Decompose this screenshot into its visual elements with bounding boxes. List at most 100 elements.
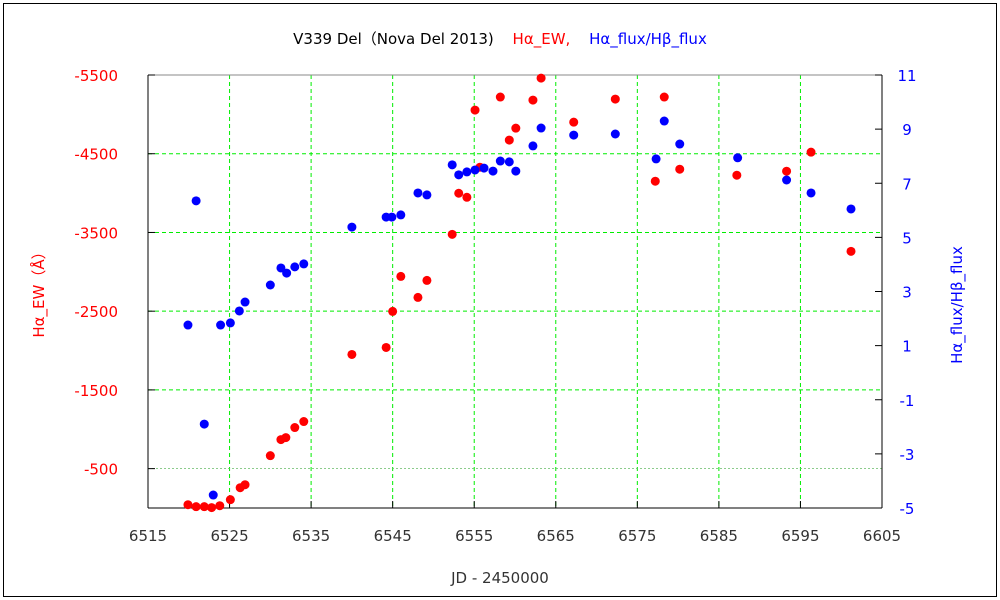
flux-ratio-point xyxy=(276,263,286,273)
flux-ratio-point xyxy=(396,210,406,220)
flux-ratio-point xyxy=(191,196,201,206)
x-tick-label: 6535 xyxy=(292,527,330,545)
ew-point xyxy=(846,246,856,256)
y-right-tick-label: -1 xyxy=(900,392,915,410)
ew-point xyxy=(659,92,669,102)
ew-point xyxy=(281,433,291,443)
x-tick-label: 6545 xyxy=(374,527,412,545)
y-left-tick-label: -1500 xyxy=(74,382,118,400)
ew-point xyxy=(732,170,742,180)
flux-ratio-point xyxy=(454,170,464,180)
flux-ratio-point xyxy=(216,320,226,330)
x-tick-label: 6565 xyxy=(537,527,575,545)
ew-point xyxy=(225,495,235,505)
y-right-axis-label: Hα_flux/Hβ_flux xyxy=(948,246,967,364)
flux-ratio-point xyxy=(347,222,357,232)
flux-ratio-point xyxy=(225,318,235,328)
flux-ratio-point xyxy=(199,419,209,429)
y-right-tick-label: 11 xyxy=(897,67,916,85)
flux-ratio-point xyxy=(511,166,521,176)
flux-ratio-point xyxy=(479,163,489,173)
ew-point xyxy=(215,501,225,511)
flux-ratio-point xyxy=(610,129,620,139)
y-left-axis-label: Hα_EW（Å） xyxy=(29,244,49,337)
ew-point xyxy=(207,503,217,513)
flux-ratio-point xyxy=(569,130,579,140)
ew-point xyxy=(388,306,398,316)
flux-ratio-point xyxy=(447,160,457,170)
y-right-tick-label: 7 xyxy=(902,175,912,193)
flux-ratio-point xyxy=(651,154,661,164)
ew-point xyxy=(511,123,521,133)
title-ew: Hα_EW, xyxy=(513,30,571,49)
flux-ratio-point xyxy=(806,188,816,198)
y-right-tick-label: 1 xyxy=(902,338,912,356)
flux-ratio-point xyxy=(782,175,792,185)
ew-point xyxy=(240,480,250,490)
y-right-tick-label: 9 xyxy=(902,121,912,139)
ew-point xyxy=(528,95,538,105)
x-tick-label: 6575 xyxy=(618,527,656,545)
x-tick-label: 6525 xyxy=(210,527,248,545)
y-left-tick-label: -4500 xyxy=(74,146,118,164)
flux-ratio-point xyxy=(387,212,397,222)
ew-point xyxy=(299,417,309,427)
x-tick-label: 6515 xyxy=(129,527,167,545)
ew-point xyxy=(675,164,685,174)
flux-ratio-point xyxy=(495,156,505,166)
y-right-tick-label: 3 xyxy=(902,284,912,302)
flux-ratio-point xyxy=(422,190,432,200)
y-left-tick-label: -500 xyxy=(84,461,118,479)
ew-point xyxy=(422,275,432,285)
flux-ratio-point xyxy=(183,320,193,330)
x-tick-label: 6555 xyxy=(455,527,493,545)
ew-point xyxy=(381,342,391,352)
ew-point xyxy=(470,105,480,115)
x-tick-label: 6585 xyxy=(700,527,738,545)
flux-ratio-point xyxy=(234,306,244,316)
flux-ratio-point xyxy=(282,268,292,278)
y-left-tick-label: -3500 xyxy=(74,224,118,242)
ew-point xyxy=(290,423,300,433)
flux-ratio-point xyxy=(208,490,218,500)
y-left-tick-label: -2500 xyxy=(74,303,118,321)
ew-point xyxy=(191,502,201,512)
flux-ratio-point xyxy=(299,259,309,269)
frame xyxy=(3,3,997,597)
flux-ratio-point xyxy=(504,157,514,167)
y-right-tick-label: 5 xyxy=(902,229,912,247)
flux-ratio-point xyxy=(462,167,472,177)
ew-point xyxy=(454,188,464,198)
title-main: V339 Del（Nova Del 2013) xyxy=(293,30,494,48)
y-right-tick-label: -3 xyxy=(900,446,915,464)
flux-ratio-point xyxy=(488,166,498,176)
y-left-tick-label: -5500 xyxy=(74,67,118,85)
flux-ratio-point xyxy=(265,280,275,290)
flux-ratio-point xyxy=(675,139,685,149)
ew-point xyxy=(782,166,792,176)
ew-point xyxy=(462,192,472,202)
ew-point xyxy=(347,349,357,359)
ew-point xyxy=(495,92,505,102)
flux-ratio-point xyxy=(528,141,538,151)
flux-ratio-point xyxy=(733,153,743,163)
flux-ratio-point xyxy=(470,165,480,175)
ew-point xyxy=(265,451,275,461)
chart-title: V339 Del（Nova Del 2013) Hα_EW, Hα_flux/H… xyxy=(293,30,707,49)
flux-ratio-point xyxy=(846,204,856,214)
y-right-tick-label: -5 xyxy=(900,500,915,518)
flux-ratio-point xyxy=(413,188,423,198)
ew-point xyxy=(569,117,579,127)
flux-ratio-point xyxy=(536,123,546,133)
ew-point xyxy=(536,73,546,83)
ew-point xyxy=(650,176,660,186)
ew-point xyxy=(447,229,457,239)
x-tick-label: 6595 xyxy=(781,527,819,545)
flux-ratio-point xyxy=(290,262,300,272)
ew-point xyxy=(504,135,514,145)
ew-point xyxy=(199,502,209,512)
ew-point xyxy=(396,271,406,281)
ew-point xyxy=(413,292,423,302)
ew-point xyxy=(183,500,193,510)
